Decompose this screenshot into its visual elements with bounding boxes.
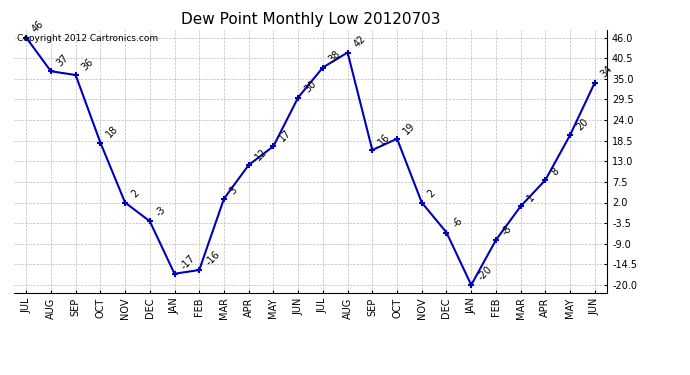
Text: -6: -6 — [451, 216, 464, 230]
Text: Copyright 2012 Cartronics.com: Copyright 2012 Cartronics.com — [17, 34, 158, 43]
Text: -20: -20 — [475, 264, 493, 282]
Text: 2: 2 — [426, 188, 437, 200]
Text: 38: 38 — [327, 49, 343, 65]
Text: -16: -16 — [204, 249, 221, 267]
Text: -3: -3 — [154, 205, 168, 219]
Text: 36: 36 — [80, 57, 95, 72]
Title: Dew Point Monthly Low 20120703: Dew Point Monthly Low 20120703 — [181, 12, 440, 27]
Text: 8: 8 — [549, 166, 561, 177]
Text: 2: 2 — [129, 188, 141, 200]
Text: 12: 12 — [253, 146, 268, 162]
Text: 19: 19 — [401, 120, 417, 136]
Text: -8: -8 — [500, 224, 514, 237]
Text: 18: 18 — [104, 124, 120, 140]
Text: 3: 3 — [228, 184, 239, 196]
Text: 16: 16 — [377, 132, 392, 147]
Text: 30: 30 — [302, 79, 318, 95]
Text: 17: 17 — [277, 128, 293, 144]
Text: -17: -17 — [179, 253, 197, 271]
Text: 1: 1 — [525, 192, 536, 204]
Text: 20: 20 — [574, 116, 590, 132]
Text: 42: 42 — [352, 34, 368, 50]
Text: 37: 37 — [55, 53, 71, 69]
Text: 46: 46 — [30, 19, 46, 35]
Text: 34: 34 — [599, 64, 615, 80]
